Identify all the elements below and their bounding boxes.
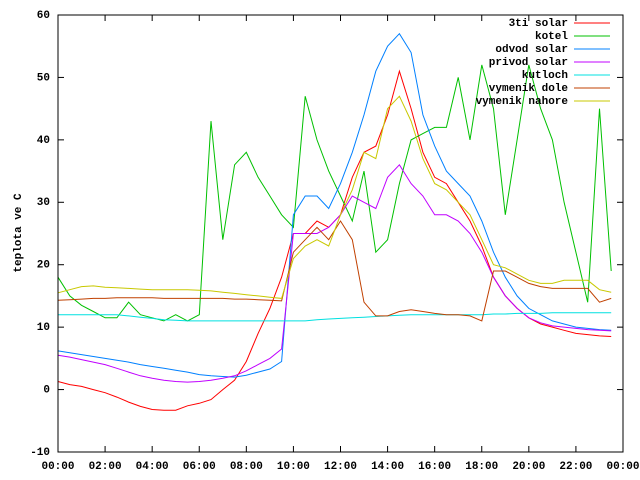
x-tick-label: 18:00 bbox=[465, 461, 498, 473]
x-tick-label: 08:00 bbox=[230, 461, 263, 473]
y-axis-label: teplota ve C bbox=[13, 193, 25, 273]
x-tick-label: 02:00 bbox=[89, 461, 122, 473]
series-line bbox=[57, 220, 612, 322]
x-tick-label: 16:00 bbox=[418, 461, 451, 473]
y-tick-label: 50 bbox=[37, 72, 50, 84]
x-tick-label: 20:00 bbox=[512, 461, 545, 473]
x-tick-label: 04:00 bbox=[136, 461, 169, 473]
legend-label: kutloch bbox=[522, 70, 568, 82]
x-tick-label: 06:00 bbox=[183, 461, 216, 473]
y-tick-label: 40 bbox=[37, 135, 50, 147]
legend-label: vymenik nahore bbox=[476, 96, 569, 108]
y-tick-label: 10 bbox=[37, 322, 50, 334]
legend-label: 3ti solar bbox=[509, 18, 568, 30]
x-tick-label: 00:00 bbox=[41, 461, 74, 473]
series-line bbox=[57, 163, 612, 383]
series-line bbox=[57, 64, 612, 322]
y-tick-label: 0 bbox=[43, 384, 50, 396]
x-tick-label: 12:00 bbox=[324, 461, 357, 473]
y-tick-label: 30 bbox=[37, 197, 50, 209]
legend-label: vymenik dole bbox=[489, 83, 569, 95]
y-tick-label: 20 bbox=[37, 260, 50, 272]
x-tick-label: 00:00 bbox=[606, 461, 639, 473]
x-tick-label: 10:00 bbox=[277, 461, 310, 473]
legend-label: odvod solar bbox=[495, 44, 568, 56]
y-tick-label: 60 bbox=[37, 10, 50, 22]
series-line bbox=[57, 95, 612, 299]
legend-label: kotel bbox=[535, 31, 568, 43]
series-line bbox=[57, 32, 612, 378]
series-line bbox=[58, 312, 612, 322]
plot-border bbox=[57, 14, 624, 453]
series-line bbox=[57, 69, 612, 411]
x-tick-label: 14:00 bbox=[371, 461, 404, 473]
legend-label: privod solar bbox=[489, 57, 568, 69]
x-tick-label: 22:00 bbox=[559, 461, 592, 473]
y-tick-label: -10 bbox=[30, 447, 50, 459]
